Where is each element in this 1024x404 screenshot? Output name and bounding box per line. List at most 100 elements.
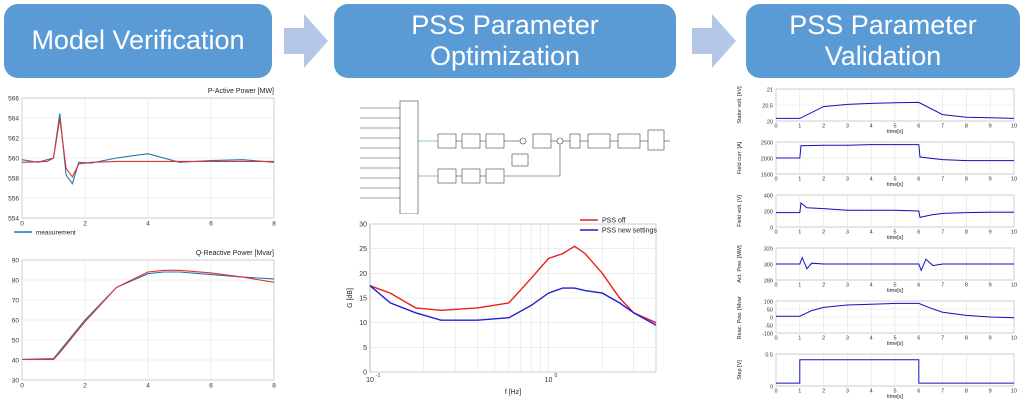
x-tick-label: 3 [846, 124, 849, 130]
reactive-power-chart-panel: 90 80 70 60 50 40 30 0 2 4 6 8 Q-Reactive Power [Mva… [0, 244, 280, 396]
x-tick-label: 0 [20, 221, 24, 228]
x-axis-label: time[s] [887, 129, 904, 135]
y-tick-label: 50 [767, 308, 773, 314]
x-tick-label: 0 [774, 124, 777, 130]
x-tick-label: 10 [1011, 389, 1017, 395]
pss-optimization-header: PSS Parameter Optimization [334, 4, 676, 78]
x-tick-label: 4 [146, 221, 150, 228]
x-tick-label: 0 [774, 230, 777, 236]
x-tick-label: 6 [209, 383, 213, 390]
y-tick-label: 25 [359, 246, 367, 253]
x-tick-label: 6 [917, 124, 920, 130]
step-chart-panel: 0.5 0 0 1 2 3 4 5 6 7 8 9 10 Step [V] time[s] [732, 349, 1024, 401]
x-tick-label: 2 [83, 383, 87, 390]
x-tick-label: 5 [893, 389, 896, 395]
x-tick-label: 2 [822, 230, 825, 236]
reactive-power-validation-chart-panel: 100 50 0 -50 -100 0 1 2 3 4 5 6 7 8 9 10 Reac. Pow. [Mva… [732, 294, 1024, 348]
x-tick-label: 8 [272, 221, 276, 228]
x-tick-label: 1 [798, 336, 801, 342]
x-tick-label: 8 [965, 336, 968, 342]
y-tick-label: 2000 [761, 157, 773, 163]
x-tick-label: 3 [846, 389, 849, 395]
field-voltage-chart: 400 200 00 1 2 3 4 5 6 7 8 9 10 Field volt. [V] time[s… [737, 194, 1017, 242]
y-tick-label: 0 [363, 370, 367, 377]
y-axis-label: Reac. Pow. [Mvar] [737, 296, 743, 339]
x-tick-label: 9 [989, 389, 992, 395]
trace-line [776, 256, 1014, 272]
x-tick-label: 2 [822, 336, 825, 342]
y-axis-label: Stator volt. [kV] [737, 86, 743, 124]
y-tick-label: 566 [8, 96, 19, 103]
x-tick-label: 9 [989, 124, 992, 130]
x-tick-label: 10 [1011, 177, 1017, 183]
y-tick-label: 0 [770, 316, 773, 322]
field-voltage-chart-panel: 400 200 0 0 1 2 3 4 5 6 7 8 9 10 Field volt. [V] time[s… [732, 190, 1024, 242]
x-tick-label: 10 [1011, 124, 1017, 130]
x-tick-label: 1 [798, 124, 801, 130]
x-tick-label: 8 [272, 383, 276, 390]
x-tick-label: 4 [870, 230, 873, 236]
x-tick-label: 8 [965, 177, 968, 183]
y-tick-label: 100 [764, 300, 773, 306]
x-axis-label: time[s] [887, 235, 904, 241]
x-tick-exponent: -1 [376, 373, 381, 379]
flow-arrow-1 [284, 14, 328, 68]
x-tick-label: 9 [989, 283, 992, 289]
x-tick-label: 5 [893, 283, 896, 289]
y-tick-label: 0.5 [765, 353, 773, 359]
legend-label: PSS new settings [602, 228, 657, 235]
x-tick-label: 5 [893, 336, 896, 342]
stator-voltage-chart-panel: 21 20.5 20 0 1 2 3 4 5 6 7 8 9 10 Stator volt. [kV] tim… [732, 84, 1024, 136]
y-tick-label: 40 [12, 358, 20, 365]
x-tick-label: 8 [965, 283, 968, 289]
x-tick-label: 2 [822, 283, 825, 289]
legend-label: measurement [36, 230, 76, 237]
x-tick-label: 0 [774, 283, 777, 289]
y-tick-label: 560 [8, 156, 19, 163]
x-tick-label: 7 [941, 336, 944, 342]
pss-validation-title: PSS Parameter Validation [789, 9, 977, 71]
x-tick-label: 4 [870, 177, 873, 183]
step-chart: 0.5 00 1 2 3 4 5 6 7 8 9 10 Step [V] time[s] [737, 353, 1017, 401]
legend-label: PSS off [602, 218, 626, 225]
x-tick-label: 0 [774, 336, 777, 342]
x-tick-label: 0 [20, 383, 24, 390]
y-tick-label: 558 [8, 176, 19, 183]
y-tick-label: 554 [8, 216, 19, 223]
y-axis-label: Field curr. [A] [737, 141, 743, 174]
x-tick-label: 2 [822, 124, 825, 130]
y-tick-label: 20 [767, 120, 773, 126]
x-tick-label: 7 [941, 230, 944, 236]
y-tick-label: 15 [359, 296, 367, 303]
simulation-line [21, 118, 274, 178]
x-tick-label: 7 [941, 389, 944, 395]
x-tick-label: 6 [917, 177, 920, 183]
x-tick-label: 10 [366, 377, 374, 384]
y-axis-label: G [dB] [347, 288, 354, 308]
field-current-chart-panel: 2500 2000 1500 0 1 2 3 4 5 6 7 8 9 10 Field curr. [A] t… [732, 137, 1024, 189]
x-tick-label: 9 [989, 230, 992, 236]
active-power-chart-panel: 566 564 562 560 558 556 554 0 2 4 6 8 P-Active Power… [0, 82, 280, 247]
x-axis-label: time[s] [887, 288, 904, 294]
x-tick-label: 1 [798, 177, 801, 183]
y-tick-label: 21 [767, 88, 773, 94]
y-tick-label: 70 [12, 298, 20, 305]
x-tick-label: 1 [798, 230, 801, 236]
x-axis-label: f [Hz] [505, 389, 521, 396]
pss-off-line [369, 245, 657, 324]
pss-optimization-title: PSS Parameter Optimization [411, 9, 599, 71]
y-tick-label: 60 [12, 318, 20, 325]
x-tick-label: 10 [545, 377, 553, 384]
y-axis-label: Step [V] [737, 360, 743, 380]
x-tick-label: 10 [1011, 283, 1017, 289]
x-tick-label: 0 [774, 389, 777, 395]
x-axis-label: time[s] [887, 394, 904, 399]
y-tick-label: 556 [8, 196, 19, 203]
trace-line [776, 202, 1014, 219]
y-tick-label: 2500 [761, 141, 773, 147]
pss-block-diagram [360, 100, 670, 215]
x-tick-exponent: 0 [555, 373, 558, 379]
y-tick-label: 90 [12, 258, 20, 265]
